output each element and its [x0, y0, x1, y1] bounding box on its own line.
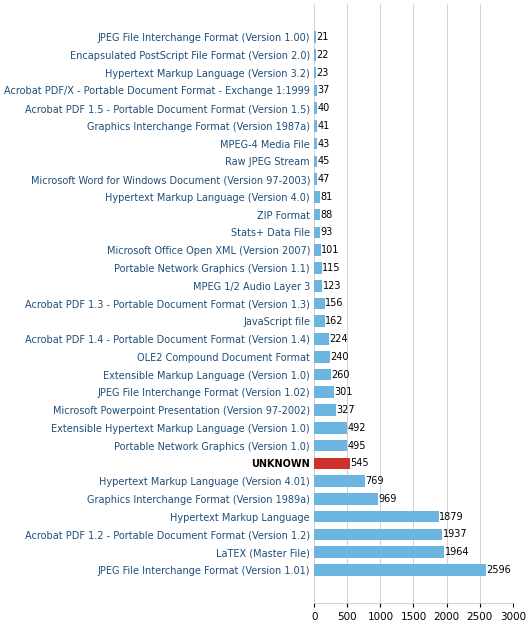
Text: 43: 43	[317, 139, 330, 149]
Bar	[314, 138, 317, 150]
Text: 545: 545	[351, 458, 369, 468]
Text: 327: 327	[336, 405, 355, 415]
Text: 1879: 1879	[439, 511, 464, 521]
Text: 260: 260	[332, 369, 350, 379]
Bar	[314, 156, 317, 167]
Bar	[314, 351, 330, 362]
Text: 123: 123	[323, 280, 341, 290]
Text: 23: 23	[316, 68, 329, 78]
Bar	[314, 103, 317, 114]
Bar	[314, 209, 320, 220]
Bar	[314, 120, 317, 131]
Bar	[314, 85, 316, 96]
Bar	[314, 493, 378, 505]
Text: 495: 495	[347, 441, 366, 451]
Bar	[314, 546, 444, 558]
Text: 301: 301	[334, 387, 353, 398]
Text: 40: 40	[317, 103, 330, 113]
Bar	[314, 439, 347, 451]
Bar	[314, 49, 316, 61]
Bar	[314, 528, 443, 540]
Text: 1937: 1937	[443, 530, 467, 540]
Text: 47: 47	[317, 174, 330, 184]
Bar	[314, 511, 438, 522]
Bar	[314, 422, 347, 434]
Text: 45: 45	[317, 156, 330, 167]
Bar	[314, 191, 320, 203]
Text: 37: 37	[317, 85, 329, 95]
Bar	[314, 404, 336, 416]
Text: 22: 22	[316, 50, 329, 60]
Text: 41: 41	[317, 121, 330, 131]
Bar	[314, 227, 320, 239]
Text: 492: 492	[347, 423, 366, 433]
Bar	[314, 333, 329, 345]
Bar	[314, 67, 316, 78]
Text: 101: 101	[321, 245, 340, 255]
Bar	[314, 173, 317, 185]
Text: 2596: 2596	[487, 565, 511, 575]
Text: 115: 115	[322, 263, 341, 273]
Text: 1964: 1964	[445, 547, 469, 557]
Text: 162: 162	[325, 316, 344, 326]
Text: 93: 93	[321, 227, 333, 237]
Text: 156: 156	[325, 299, 343, 309]
Text: 81: 81	[320, 192, 332, 202]
Text: 969: 969	[378, 494, 397, 504]
Bar	[314, 475, 365, 487]
Text: 240: 240	[330, 352, 349, 362]
Text: 224: 224	[329, 334, 348, 344]
Bar	[314, 564, 486, 575]
Text: 88: 88	[320, 210, 333, 220]
Bar	[314, 298, 324, 309]
Bar	[314, 244, 321, 256]
Bar	[314, 316, 325, 327]
Text: 21: 21	[316, 32, 328, 42]
Bar	[314, 280, 322, 292]
Text: 769: 769	[366, 476, 384, 486]
Bar	[314, 386, 334, 398]
Bar	[314, 31, 315, 43]
Bar	[314, 369, 331, 380]
Bar	[314, 262, 322, 274]
Bar	[314, 458, 350, 469]
